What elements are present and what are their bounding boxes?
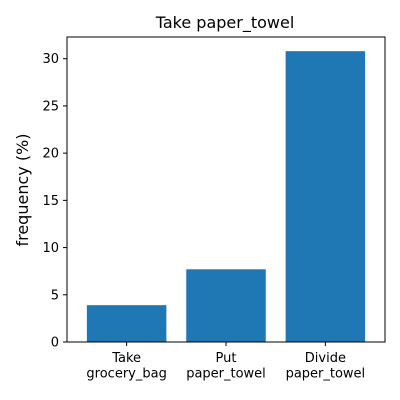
bar-1 xyxy=(186,269,266,342)
y-tick-label: 5 xyxy=(51,288,59,303)
x-tick-label: Take grocery_bag xyxy=(86,351,166,382)
plot-area: 0 5 10 15 20 25 30 Take grocery_bag Put paper_towe… xyxy=(42,36,386,382)
y-tick-label: 20 xyxy=(42,147,59,162)
y-tick-label: 30 xyxy=(42,52,59,67)
y-tick-label: 0 xyxy=(51,336,59,351)
bar-0 xyxy=(86,305,167,342)
x-tick-label: Put paper_towel xyxy=(186,351,266,382)
y-tick-label: 10 xyxy=(42,241,59,256)
y-tick-label: 15 xyxy=(42,194,59,209)
y-axis-label: frequency (%) xyxy=(13,133,32,246)
y-tick-label: 25 xyxy=(42,99,59,114)
chart-title: Take paper_towel xyxy=(155,13,295,33)
x-tick-label: Divide paper_towel xyxy=(286,351,366,382)
bar-2 xyxy=(285,51,366,342)
